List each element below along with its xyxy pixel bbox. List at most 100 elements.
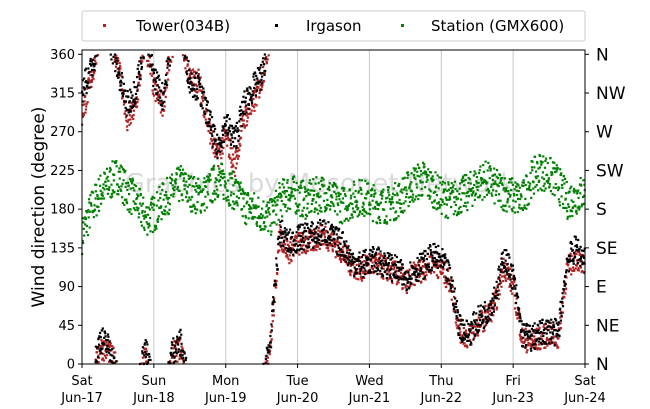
data-point bbox=[149, 63, 152, 66]
data-point bbox=[459, 198, 463, 201]
data-point bbox=[558, 322, 561, 325]
data-point bbox=[121, 196, 124, 199]
data-point bbox=[452, 184, 455, 187]
data-point bbox=[235, 155, 238, 158]
data-point bbox=[236, 204, 239, 207]
data-point bbox=[217, 173, 220, 177]
data-point bbox=[324, 243, 327, 246]
data-point bbox=[281, 219, 284, 222]
data-point bbox=[460, 339, 463, 342]
data-point bbox=[186, 78, 189, 81]
data-point bbox=[564, 271, 568, 274]
data-point bbox=[250, 98, 253, 101]
data-point bbox=[523, 333, 527, 337]
data-point bbox=[577, 269, 580, 272]
data-point bbox=[516, 296, 520, 299]
data-point bbox=[206, 191, 209, 194]
data-point bbox=[333, 238, 336, 241]
data-point bbox=[143, 354, 146, 357]
data-point bbox=[443, 275, 446, 278]
data-point bbox=[252, 91, 255, 94]
data-point bbox=[391, 201, 394, 204]
data-point bbox=[213, 124, 216, 128]
data-point bbox=[212, 142, 215, 145]
data-point bbox=[244, 221, 247, 225]
data-point bbox=[347, 270, 350, 273]
data-point bbox=[148, 56, 151, 59]
data-point bbox=[242, 119, 245, 122]
data-point bbox=[312, 246, 315, 249]
data-point bbox=[252, 204, 255, 207]
data-point bbox=[299, 223, 302, 226]
data-point bbox=[500, 182, 503, 185]
data-point bbox=[102, 343, 105, 346]
data-point bbox=[341, 231, 345, 234]
data-point bbox=[309, 234, 312, 237]
data-point bbox=[493, 286, 496, 289]
data-point bbox=[404, 284, 407, 287]
data-point bbox=[385, 277, 388, 280]
data-point bbox=[473, 170, 476, 173]
data-point bbox=[106, 192, 110, 195]
data-point bbox=[580, 205, 583, 208]
data-point bbox=[451, 279, 454, 282]
data-point bbox=[154, 99, 157, 103]
data-point bbox=[501, 208, 504, 211]
data-point bbox=[482, 326, 485, 330]
data-point bbox=[394, 218, 397, 221]
data-point bbox=[526, 334, 529, 337]
data-point bbox=[110, 192, 113, 196]
data-point bbox=[248, 210, 251, 214]
data-point bbox=[140, 204, 143, 207]
data-point bbox=[120, 72, 123, 75]
data-point bbox=[344, 260, 348, 263]
data-point bbox=[574, 267, 577, 270]
data-point bbox=[348, 188, 351, 191]
data-point bbox=[410, 277, 413, 280]
data-point bbox=[402, 202, 405, 205]
data-point bbox=[204, 195, 207, 198]
data-point bbox=[84, 69, 87, 72]
data-point bbox=[477, 305, 480, 308]
data-point bbox=[187, 177, 190, 180]
data-point bbox=[518, 206, 521, 209]
data-point bbox=[550, 336, 553, 339]
data-point bbox=[377, 252, 380, 255]
y-tick-label: 225 bbox=[50, 164, 75, 179]
data-point bbox=[563, 177, 567, 181]
compass-label: NW bbox=[596, 84, 626, 104]
data-point bbox=[447, 279, 451, 282]
data-point bbox=[513, 276, 516, 279]
data-point bbox=[528, 342, 531, 345]
data-point bbox=[352, 210, 355, 213]
data-point bbox=[571, 269, 574, 272]
data-point bbox=[540, 343, 543, 346]
data-point bbox=[412, 283, 415, 286]
data-point bbox=[155, 191, 159, 194]
y-tick-label: 180 bbox=[50, 203, 75, 218]
data-point bbox=[369, 258, 373, 261]
data-point bbox=[197, 68, 200, 71]
data-point bbox=[538, 320, 541, 323]
data-point bbox=[561, 305, 565, 308]
data-point bbox=[512, 268, 515, 271]
data-point bbox=[559, 316, 562, 319]
data-point bbox=[132, 81, 136, 84]
data-point bbox=[295, 231, 298, 234]
data-point bbox=[131, 115, 134, 118]
data-point bbox=[267, 54, 270, 57]
data-point bbox=[289, 194, 292, 197]
data-point bbox=[277, 195, 280, 198]
data-point bbox=[341, 250, 344, 254]
data-point bbox=[548, 182, 551, 186]
data-point bbox=[227, 179, 230, 182]
data-point bbox=[395, 275, 398, 278]
data-point bbox=[251, 104, 254, 107]
data-point bbox=[492, 189, 495, 192]
data-point bbox=[324, 222, 327, 225]
data-point bbox=[581, 269, 584, 273]
data-point bbox=[541, 171, 545, 174]
data-point bbox=[317, 229, 320, 232]
data-point bbox=[137, 72, 140, 75]
data-point bbox=[571, 249, 574, 252]
